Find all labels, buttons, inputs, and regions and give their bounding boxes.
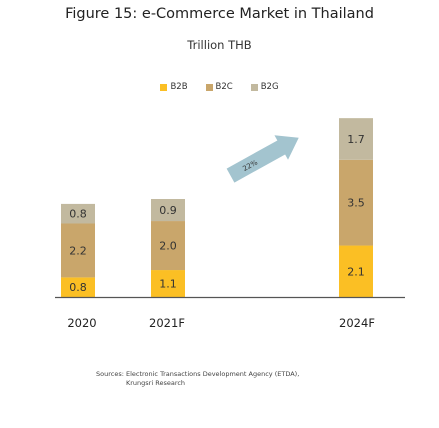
- stacked-bar-chart: 0.8 2.2 0.8 2020 1.1 2.0 0.9 2021F 2.1 3.5 1.7 2024…: [55, 118, 405, 330]
- data-label-b2b-2024f: 2.1: [347, 265, 365, 278]
- legend-item-b2c: B2C: [205, 82, 233, 92]
- data-label-b2c-2021f: 2.0: [159, 240, 177, 253]
- source-line-2: Krungsri Research: [126, 379, 186, 387]
- source-note: Sources: Electronic Transactions Develop…: [96, 370, 396, 388]
- legend-label-b2b: B2B: [170, 82, 188, 92]
- legend: B2B B2C B2G: [0, 82, 439, 92]
- legend-item-b2b: B2B: [160, 82, 188, 92]
- bar-segment-b2b-2024f: [339, 245, 373, 297]
- data-label-b2g-2021f: 0.9: [159, 204, 177, 217]
- growth-arrow: 22%: [226, 135, 299, 183]
- data-label-b2b-2021f: 1.1: [159, 278, 177, 291]
- data-label-b2c-2024f: 3.5: [347, 197, 365, 210]
- data-label-b2b-2020: 0.8: [69, 281, 87, 294]
- data-label-b2g-2020: 0.8: [69, 208, 87, 221]
- data-label-b2g-2024f: 1.7: [347, 133, 365, 146]
- bar-segment-b2b-2020: [61, 277, 95, 297]
- x-tick-label-2021f: 2021F: [149, 316, 185, 330]
- bar-segment-b2g-2021f: [151, 199, 185, 222]
- chart-title: Figure 15: e-Commerce Market in Thailand: [65, 6, 374, 22]
- legend-swatch-b2b: [160, 83, 168, 91]
- bar-segment-b2c-2021f: [151, 221, 185, 271]
- x-tick-label-2024f: 2024F: [339, 316, 375, 330]
- bar-segment-b2c-2024f: [339, 159, 373, 246]
- source-line-1: Sources: Electronic Transactions Develop…: [96, 370, 300, 378]
- bar-segment-b2b-2021f: [151, 270, 185, 297]
- x-tick-label-2020: 2020: [67, 316, 96, 330]
- legend-label-b2c: B2C: [215, 82, 233, 92]
- bar-segment-b2g-2020: [61, 203, 95, 224]
- growth-arrow-shape: [226, 135, 299, 183]
- legend-swatch-b2c: [205, 83, 213, 91]
- bar-segment-b2g-2024f: [339, 118, 373, 160]
- legend-label-b2g: B2G: [260, 82, 279, 92]
- legend-item-b2g: B2G: [250, 82, 279, 92]
- chart-unit-subtitle: Trillion THB: [187, 38, 252, 52]
- legend-swatch-b2g: [250, 83, 258, 91]
- data-label-b2c-2020: 2.2: [69, 244, 87, 257]
- bar-segment-b2c-2020: [61, 223, 95, 278]
